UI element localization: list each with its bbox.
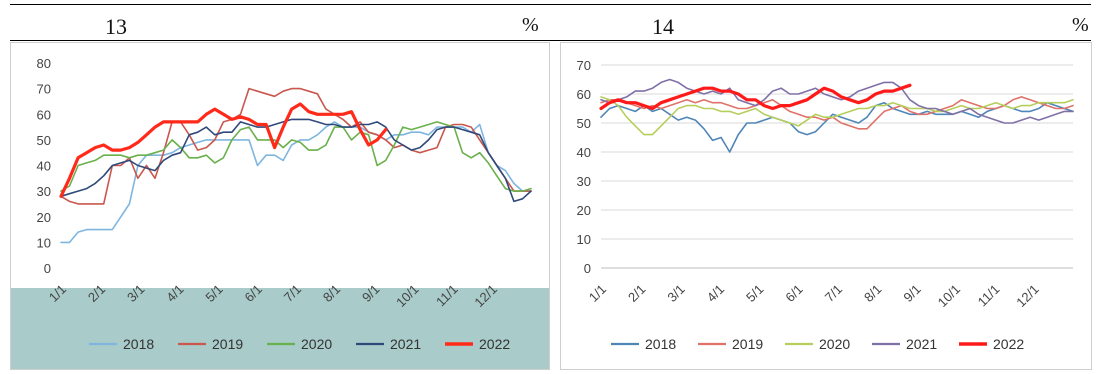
series-line-2020 [60,121,532,192]
legend-label-2022: 2022 [993,336,1024,352]
legend-label-2018: 2018 [645,336,676,352]
series-line-2018 [600,101,1074,153]
y-tick-label: 60 [577,87,591,102]
figure-header: 13 % 14 % [0,0,1101,42]
series-line-2021 [60,118,532,203]
right-chart-panel: 0 10 20 30 40 50 60 70 1/1 2/1 3/1 4/1 5/1 6/1 7/1 8/1 9… [560,42,1092,370]
y-tick-label: 50 [577,116,591,131]
legend-label-2018: 2018 [123,336,154,352]
y-tick-label: 10 [577,232,591,247]
legend-label-2019: 2019 [732,336,763,352]
x-tick-label: 7/1 [822,282,845,305]
x-tick-label: 9/1 [900,282,923,305]
y-tick-label: 30 [37,184,51,199]
y-tick-label: 40 [577,145,591,160]
left-chart-panel: 0 10 20 30 40 50 60 70 80 1/1 2/1 3/1 4/1 5/1 6/1 7/1 8/… [10,42,550,370]
series-line-2021 [600,78,1074,124]
x-tick-label: 3/1 [664,282,687,305]
y-tick-label: 50 [37,133,51,148]
legend-label-2020: 2020 [301,336,332,352]
y-tick-label: 30 [577,174,591,189]
legend-band-background [11,288,549,369]
x-tick-label: 10/1 [935,282,964,311]
x-tick-label: 1/1 [586,282,609,305]
legend-label-2021: 2021 [906,336,937,352]
x-tick-label: 12/1 [1013,282,1042,311]
x-tick-label: 11/1 [975,282,1003,310]
y-tick-label: 70 [37,82,51,97]
x-tick-label: 2/1 [625,282,648,305]
right-line-chart: 0 10 20 30 40 50 60 70 1/1 2/1 3/1 4/1 5/1 6/1 7/1 8/1 9… [577,58,1074,352]
series-line-2022 [59,102,388,198]
x-tick-label: 4/1 [704,282,727,305]
x-tick-label: 6/1 [782,282,805,305]
bottom-rule [10,40,1091,41]
legend-label-2022: 2022 [479,336,510,352]
series-line-2019 [60,87,532,205]
left-figure-number: 13 [105,14,127,39]
y-tick-label: 0 [584,261,591,276]
x-tick-label: 5/1 [743,282,766,305]
left-unit-label: % [522,14,539,36]
legend-label-2021: 2021 [390,336,421,352]
y-tick-label: 80 [37,56,51,71]
y-tick-label: 10 [37,235,51,250]
x-tick-label: 8/1 [861,282,884,305]
series-line-2020 [600,96,1074,136]
series-line-2018 [60,121,532,244]
y-tick-label: 60 [37,107,51,122]
series-line-2019 [600,96,1074,130]
series-line-2022 [599,83,912,111]
legend-label-2020: 2020 [819,336,850,352]
y-tick-label: 70 [577,58,591,73]
top-rule [10,4,1091,5]
y-tick-label: 20 [577,203,591,218]
y-tick-label: 20 [37,210,51,225]
y-tick-label: 40 [37,159,51,174]
right-figure-number: 14 [652,14,674,39]
right-unit-label: % [1072,14,1089,36]
legend-label-2019: 2019 [212,336,243,352]
y-tick-label: 0 [44,261,51,276]
